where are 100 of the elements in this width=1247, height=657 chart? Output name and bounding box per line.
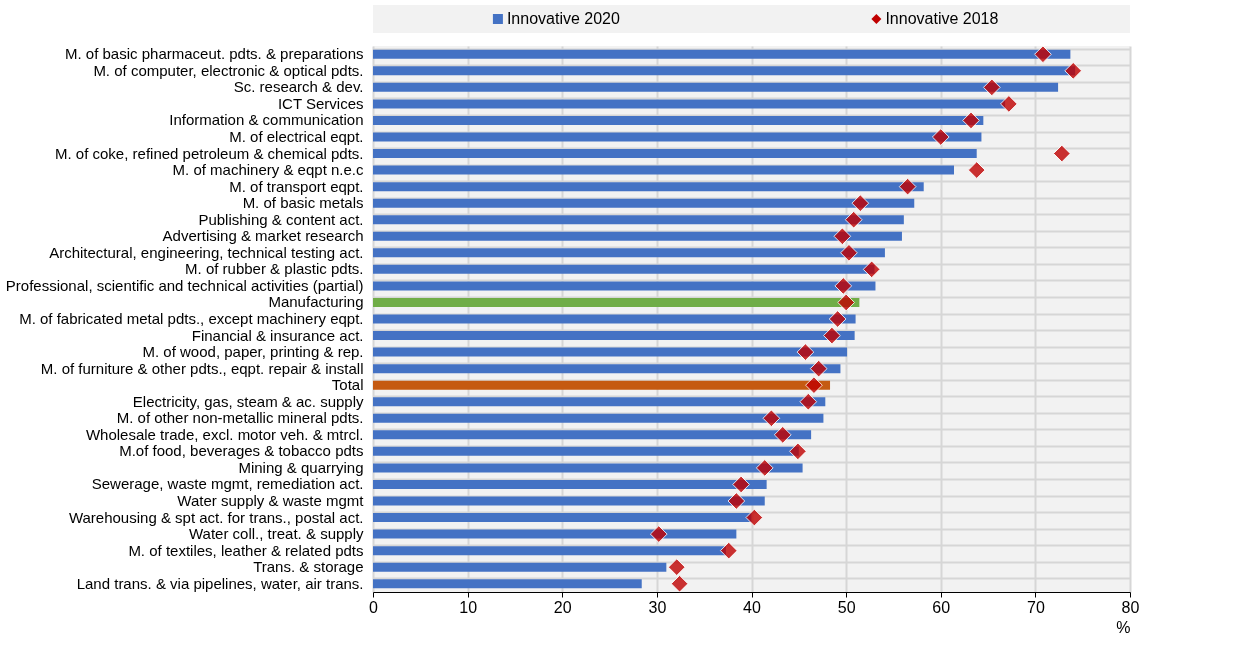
x-tick-label: 10 — [459, 598, 478, 616]
y-tick-label: M. of basic pharmaceut. pdts. & preparations — [65, 45, 364, 63]
bar — [373, 297, 860, 307]
bar — [373, 49, 1071, 59]
y-tick-label: M.of food, beverages & tobacco pdts — [119, 442, 364, 460]
point — [833, 227, 852, 246]
y-tick-label: M. of rubber & plastic pdts. — [185, 260, 364, 278]
point — [823, 326, 841, 345]
x-tick-label: 70 — [1026, 598, 1045, 616]
x-tick-label: 60 — [932, 598, 951, 616]
bar — [373, 314, 856, 324]
point — [1000, 95, 1018, 113]
bar — [373, 413, 824, 423]
y-tick-label: Mining & quarrying — [238, 458, 364, 476]
x-tick-label: 50 — [837, 598, 856, 616]
bar — [373, 248, 885, 258]
point — [727, 492, 746, 510]
y-tick-label: Architectural, engineering, technical testing act. — [49, 243, 364, 261]
y-tick-label: M. of machinery & eqpt n.e.c — [172, 161, 364, 179]
bar — [373, 513, 752, 523]
y-tick-label: ICT Services — [277, 94, 364, 112]
point — [667, 558, 686, 577]
bar — [373, 281, 876, 291]
bar — [373, 380, 831, 390]
point — [809, 359, 828, 378]
bar — [373, 182, 924, 192]
y-tick-label: Water coll., treat. & supply — [188, 525, 364, 543]
y-tick-label: M. of coke, refined petroleum & chemical pdts. — [55, 144, 364, 162]
bar — [373, 82, 1059, 92]
point — [670, 574, 689, 593]
point — [745, 508, 764, 527]
point — [762, 409, 781, 428]
y-tick-label: Manufacturing — [268, 293, 364, 311]
point — [732, 475, 750, 494]
x-tick-label: 40 — [743, 598, 761, 616]
bar — [373, 132, 982, 142]
y-tick-label: Trans. & storage — [253, 558, 364, 576]
y-tick-label: Sc. research & dev. — [233, 78, 364, 96]
bar — [373, 149, 977, 159]
bar — [373, 331, 855, 341]
bar — [373, 546, 726, 556]
y-tick-label: M. of wood, paper, printing & rep. — [142, 343, 364, 361]
y-tick-label: Electricity, gas, steam & ac. supply — [132, 392, 364, 410]
y-tick-label: Sewerage, waste mgmt, remediation act. — [91, 475, 364, 493]
bar — [373, 115, 984, 125]
bar — [373, 430, 812, 440]
point — [862, 260, 881, 279]
y-tick-label: M. of furniture & other pdts., eqpt. repair & install — [40, 359, 364, 377]
point — [931, 128, 950, 146]
point — [1034, 45, 1052, 64]
bar — [373, 562, 667, 572]
y-tick-label: M. of electrical eqpt. — [229, 128, 364, 145]
point — [982, 78, 1001, 97]
point — [799, 392, 818, 411]
point — [967, 161, 986, 179]
point — [805, 376, 823, 395]
y-tick-label: M. of transport eqpt. — [229, 177, 364, 195]
bar — [373, 529, 737, 539]
y-tick-label: M. of fabricated metal pdts., except machinery eqpt. — [19, 310, 364, 327]
point — [1064, 61, 1083, 80]
bar — [373, 215, 904, 225]
x-tick-label: 30 — [648, 598, 667, 616]
point — [796, 343, 815, 361]
bar — [373, 364, 841, 374]
y-tick-label: M. of computer, electronic & optical pdts. — [93, 61, 364, 79]
point — [840, 243, 858, 262]
y-tick-label: Professional, scientific and technical activities (partial) — [5, 276, 364, 294]
y-tick-label: Publishing & content act. — [198, 210, 364, 228]
point — [828, 310, 847, 328]
y-tick-label: Financial & insurance act. — [191, 326, 364, 344]
point — [1053, 144, 1071, 163]
y-tick-label: Wholesale trade, excl. motor veh. & mtrcl. — [85, 425, 364, 443]
y-tick-label: Advertising & market research — [162, 227, 364, 245]
bar — [373, 463, 803, 473]
point — [649, 525, 668, 543]
point — [837, 293, 855, 312]
y-tick-label: M. of textiles, leather & related pdts — [128, 541, 364, 559]
point — [789, 442, 807, 461]
bar — [373, 99, 1006, 109]
bar — [373, 198, 915, 208]
point — [834, 277, 853, 295]
point — [844, 210, 863, 229]
point — [851, 194, 870, 213]
point — [898, 177, 917, 196]
x-tick-label: 0 — [369, 598, 379, 616]
point — [962, 111, 980, 130]
legend-label: Innovative 2018 — [885, 10, 999, 27]
bar — [373, 165, 954, 175]
bar — [373, 496, 765, 506]
x-tick-label: 80 — [1121, 598, 1140, 616]
x-axis-title: % — [1116, 618, 1131, 636]
bar — [373, 397, 826, 407]
y-tick-label: Water supply & waste mgmt — [177, 492, 365, 509]
legend-label: Innovative 2020 — [506, 10, 620, 27]
y-tick-label: Total — [331, 376, 364, 394]
y-tick-label: Warehousing & spt act. for trans., postal act. — [68, 508, 364, 526]
y-tick-label: Land trans. & via pipelines, water, air trans. — [76, 574, 364, 592]
point — [773, 425, 792, 444]
point — [719, 541, 738, 560]
bar — [373, 479, 767, 489]
